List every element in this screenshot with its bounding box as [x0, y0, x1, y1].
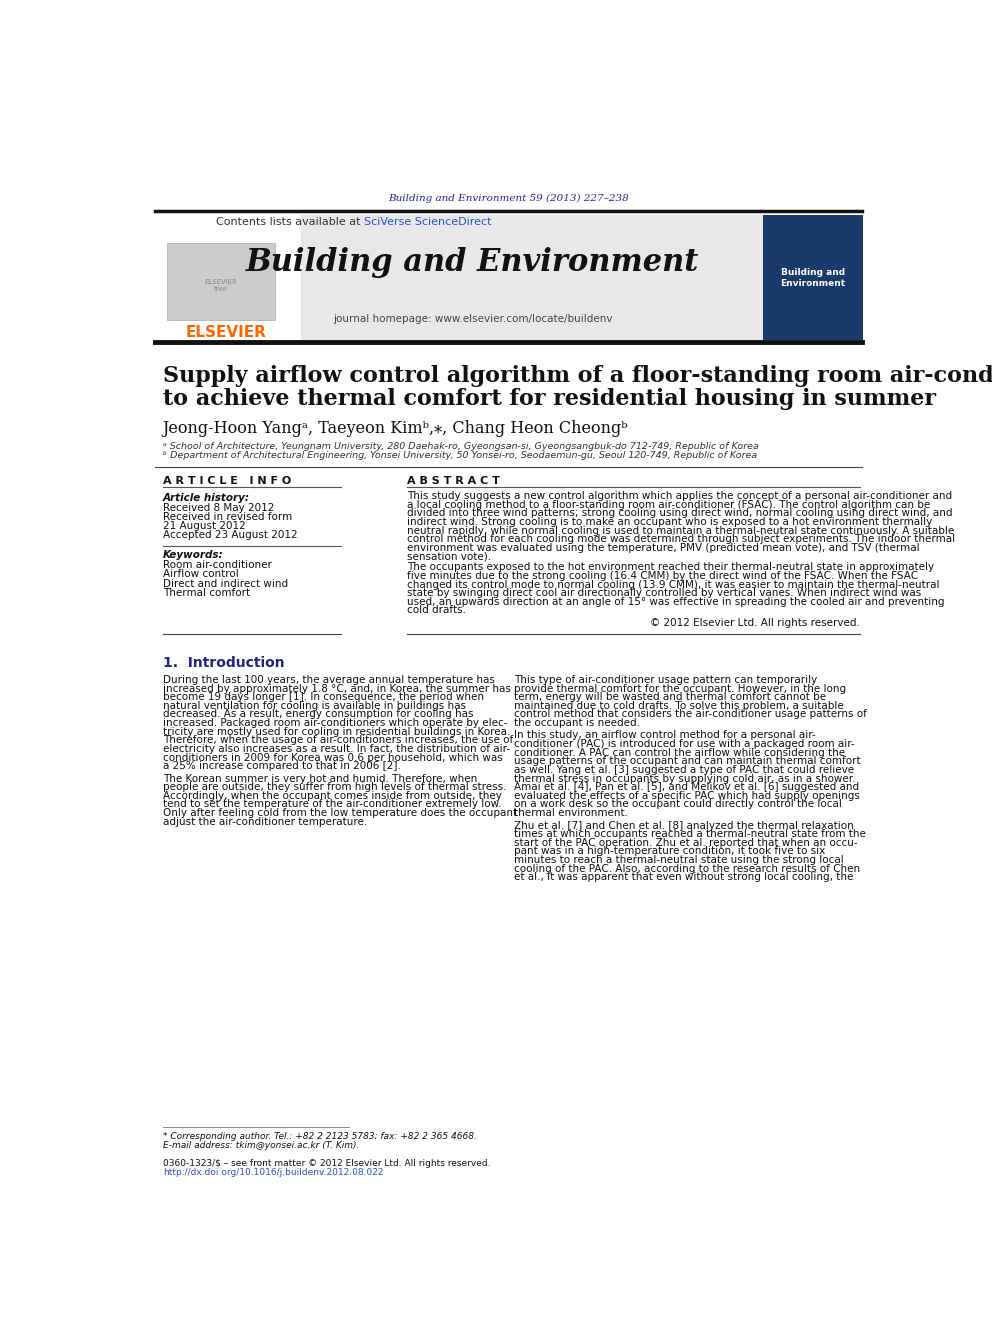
Text: Direct and indirect wind: Direct and indirect wind	[163, 578, 288, 589]
Text: state by swinging direct cool air directionally controlled by vertical vanes. Wh: state by swinging direct cool air direct…	[407, 589, 922, 598]
Text: decreased. As a result, energy consumption for cooling has: decreased. As a result, energy consumpti…	[163, 709, 473, 720]
Text: A R T I C L E   I N F O: A R T I C L E I N F O	[163, 476, 291, 486]
Text: natural ventilation for cooling is available in buildings has: natural ventilation for cooling is avail…	[163, 701, 466, 710]
Text: people are outside, they suffer from high levels of thermal stress.: people are outside, they suffer from hig…	[163, 782, 506, 792]
Text: ELSEVIER
tree: ELSEVIER tree	[204, 279, 237, 292]
Text: Contents lists available at: Contents lists available at	[216, 217, 364, 228]
Text: Received 8 May 2012: Received 8 May 2012	[163, 503, 274, 512]
Text: Thermal comfort: Thermal comfort	[163, 589, 250, 598]
Text: Room air-conditioner: Room air-conditioner	[163, 560, 272, 569]
Text: ELSEVIER: ELSEVIER	[186, 324, 267, 340]
Text: divided into three wind patterns; strong cooling using direct wind, normal cooli: divided into three wind patterns; strong…	[407, 508, 952, 519]
Text: Airflow control: Airflow control	[163, 569, 238, 579]
Text: Received in revised form: Received in revised form	[163, 512, 292, 521]
Text: E-mail address: tkim@yonsei.ac.kr (T. Kim).: E-mail address: tkim@yonsei.ac.kr (T. Ki…	[163, 1142, 359, 1151]
Text: cooling of the PAC. Also, according to the research results of Chen: cooling of the PAC. Also, according to t…	[514, 864, 860, 873]
Text: conditioner. A PAC can control the airflow while considering the: conditioner. A PAC can control the airfl…	[514, 747, 845, 758]
Text: increased. Packaged room air-conditioners which operate by elec-: increased. Packaged room air-conditioner…	[163, 718, 507, 728]
Text: the occupant is needed.: the occupant is needed.	[514, 718, 640, 728]
Text: a 25% increase compared to that in 2006 [2].: a 25% increase compared to that in 2006 …	[163, 761, 401, 771]
Text: used, an upwards direction at an angle of 15° was effective in spreading the coo: used, an upwards direction at an angle o…	[407, 597, 944, 607]
Text: Accepted 23 August 2012: Accepted 23 August 2012	[163, 531, 298, 540]
Text: five minutes due to the strong cooling (16.4 CMM) by the direct wind of the FSAC: five minutes due to the strong cooling (…	[407, 572, 918, 581]
Text: provide thermal comfort for the occupant. However, in the long: provide thermal comfort for the occupant…	[514, 684, 846, 693]
Text: The occupants exposed to the hot environment reached their thermal-neutral state: The occupants exposed to the hot environ…	[407, 562, 934, 573]
FancyBboxPatch shape	[154, 214, 301, 340]
Text: a local cooling method to a floor-standing room air-conditioner (FSAC). The cont: a local cooling method to a floor-standi…	[407, 500, 930, 509]
Text: term, energy will be wasted and thermal comfort cannot be: term, energy will be wasted and thermal …	[514, 692, 826, 703]
Text: usage patterns of the occupant and can maintain thermal comfort: usage patterns of the occupant and can m…	[514, 757, 860, 766]
Text: Keywords:: Keywords:	[163, 550, 223, 561]
Text: journal homepage: www.elsevier.com/locate/buildenv: journal homepage: www.elsevier.com/locat…	[333, 314, 612, 324]
Text: neutral rapidly, while normal cooling is used to maintain a thermal-neutral stat: neutral rapidly, while normal cooling is…	[407, 525, 954, 536]
Text: The Korean summer is very hot and humid. Therefore, when: The Korean summer is very hot and humid.…	[163, 774, 477, 783]
Text: control method that considers the air-conditioner usage patterns of: control method that considers the air-co…	[514, 709, 867, 720]
Text: Supply airflow control algorithm of a floor-standing room air-conditioner: Supply airflow control algorithm of a fl…	[163, 365, 992, 386]
Text: minutes to reach a thermal-neutral state using the strong local: minutes to reach a thermal-neutral state…	[514, 855, 843, 865]
Text: 0360-1323/$ – see front matter © 2012 Elsevier Ltd. All rights reserved.: 0360-1323/$ – see front matter © 2012 El…	[163, 1159, 490, 1168]
Text: This type of air-conditioner usage pattern can temporarily: This type of air-conditioner usage patte…	[514, 675, 817, 685]
Text: In this study, an airflow control method for a personal air-: In this study, an airflow control method…	[514, 730, 815, 741]
Text: changed its control mode to normal cooling (13.9 CMM), it was easier to maintain: changed its control mode to normal cooli…	[407, 579, 939, 590]
Text: tricity are mostly used for cooling in residential buildings in Korea.: tricity are mostly used for cooling in r…	[163, 726, 510, 737]
Text: Building and Environment: Building and Environment	[246, 247, 699, 278]
Text: A B S T R A C T: A B S T R A C T	[407, 476, 500, 486]
Text: ᵇ Department of Architectural Engineering, Yonsei University, 50 Yonsei-ro, Seod: ᵇ Department of Architectural Engineerin…	[163, 451, 757, 460]
FancyBboxPatch shape	[167, 243, 275, 320]
Text: Therefore, when the usage of air-conditioners increases, the use of: Therefore, when the usage of air-conditi…	[163, 736, 513, 745]
Text: © 2012 Elsevier Ltd. All rights reserved.: © 2012 Elsevier Ltd. All rights reserved…	[651, 618, 860, 628]
Text: Building and
Environment: Building and Environment	[781, 269, 845, 288]
FancyBboxPatch shape	[154, 214, 863, 340]
Text: evaluated the effects of a specific PAC which had supply openings: evaluated the effects of a specific PAC …	[514, 791, 860, 800]
Text: control method for each cooling mode was determined through subject experiments.: control method for each cooling mode was…	[407, 534, 955, 544]
Text: indirect wind. Strong cooling is to make an occupant who is exposed to a hot env: indirect wind. Strong cooling is to make…	[407, 517, 932, 527]
Text: SciVerse ScienceDirect: SciVerse ScienceDirect	[364, 217, 492, 228]
Text: Only after feeling cold from the low temperature does the occupant: Only after feeling cold from the low tem…	[163, 808, 517, 818]
Text: 21 August 2012: 21 August 2012	[163, 521, 245, 531]
Text: Amai et al. [4], Pan et al. [5], and Melikov et al. [6] suggested and: Amai et al. [4], Pan et al. [5], and Mel…	[514, 782, 859, 792]
Text: thermal stress in occupants by supplying cold air, as in a shower.: thermal stress in occupants by supplying…	[514, 774, 855, 783]
Text: et al., it was apparent that even without strong local cooling, the: et al., it was apparent that even withou…	[514, 872, 853, 882]
Text: Article history:: Article history:	[163, 492, 250, 503]
Text: maintained due to cold drafts. To solve this problem, a suitable: maintained due to cold drafts. To solve …	[514, 701, 843, 710]
Text: environment was evaluated using the temperature, PMV (predicted mean vote), and : environment was evaluated using the temp…	[407, 542, 920, 553]
Text: start of the PAC operation. Zhu et al. reported that when an occu-: start of the PAC operation. Zhu et al. r…	[514, 837, 857, 848]
Text: This study suggests a new control algorithm which applies the concept of a perso: This study suggests a new control algori…	[407, 491, 952, 501]
Text: http://dx.doi.org/10.1016/j.buildenv.2012.08.022: http://dx.doi.org/10.1016/j.buildenv.201…	[163, 1168, 383, 1177]
Text: on a work desk so the occupant could directly control the local: on a work desk so the occupant could dir…	[514, 799, 841, 810]
Text: tend to set the temperature of the air-conditioner extremely low.: tend to set the temperature of the air-c…	[163, 799, 501, 810]
Text: increased by approximately 1.8 °C, and, in Korea, the summer has: increased by approximately 1.8 °C, and, …	[163, 684, 511, 693]
Text: sensation vote).: sensation vote).	[407, 552, 491, 561]
Text: pant was in a high-temperature condition, it took five to six: pant was in a high-temperature condition…	[514, 847, 825, 856]
Text: conditioners in 2009 for Korea was 0.6 per household, which was: conditioners in 2009 for Korea was 0.6 p…	[163, 753, 503, 762]
Text: adjust the air-conditioner temperature.: adjust the air-conditioner temperature.	[163, 816, 367, 827]
Text: Zhu et al. [7] and Chen et al. [8] analyzed the thermal relaxation: Zhu et al. [7] and Chen et al. [8] analy…	[514, 820, 853, 831]
Text: times at which occupants reached a thermal-neutral state from the: times at which occupants reached a therm…	[514, 830, 866, 839]
Text: electricity also increases as a result. In fact, the distribution of air-: electricity also increases as a result. …	[163, 744, 510, 754]
Text: ᵃ School of Architecture, Yeungnam University, 280 Daehak-ro, Gyeongsan-si, Gyeo: ᵃ School of Architecture, Yeungnam Unive…	[163, 442, 759, 451]
Text: Building and Environment 59 (2013) 227–238: Building and Environment 59 (2013) 227–2…	[388, 194, 629, 204]
Text: conditioner (PAC) is introduced for use with a packaged room air-: conditioner (PAC) is introduced for use …	[514, 740, 854, 749]
Text: to achieve thermal comfort for residential housing in summer: to achieve thermal comfort for residenti…	[163, 388, 935, 410]
Text: Jeong-Hoon Yangᵃ, Taeyeon Kimᵇ,⁎, Chang Heon Cheongᵇ: Jeong-Hoon Yangᵃ, Taeyeon Kimᵇ,⁎, Chang …	[163, 419, 628, 437]
Text: cold drafts.: cold drafts.	[407, 606, 466, 615]
Text: become 19 days longer [1]. In consequence, the period when: become 19 days longer [1]. In consequenc…	[163, 692, 484, 703]
Text: thermal environment.: thermal environment.	[514, 808, 628, 818]
Text: * Corresponding author. Tel.: +82 2 2123 5783; fax: +82 2 365 4668.: * Corresponding author. Tel.: +82 2 2123…	[163, 1132, 476, 1142]
Text: as well. Yang et al. [3] suggested a type of PAC that could relieve: as well. Yang et al. [3] suggested a typ…	[514, 765, 854, 775]
Text: Accordingly, when the occupant comes inside from outside, they: Accordingly, when the occupant comes ins…	[163, 791, 502, 800]
Text: During the last 100 years, the average annual temperature has: During the last 100 years, the average a…	[163, 675, 495, 685]
FancyBboxPatch shape	[763, 214, 863, 340]
Text: 1.  Introduction: 1. Introduction	[163, 656, 285, 669]
